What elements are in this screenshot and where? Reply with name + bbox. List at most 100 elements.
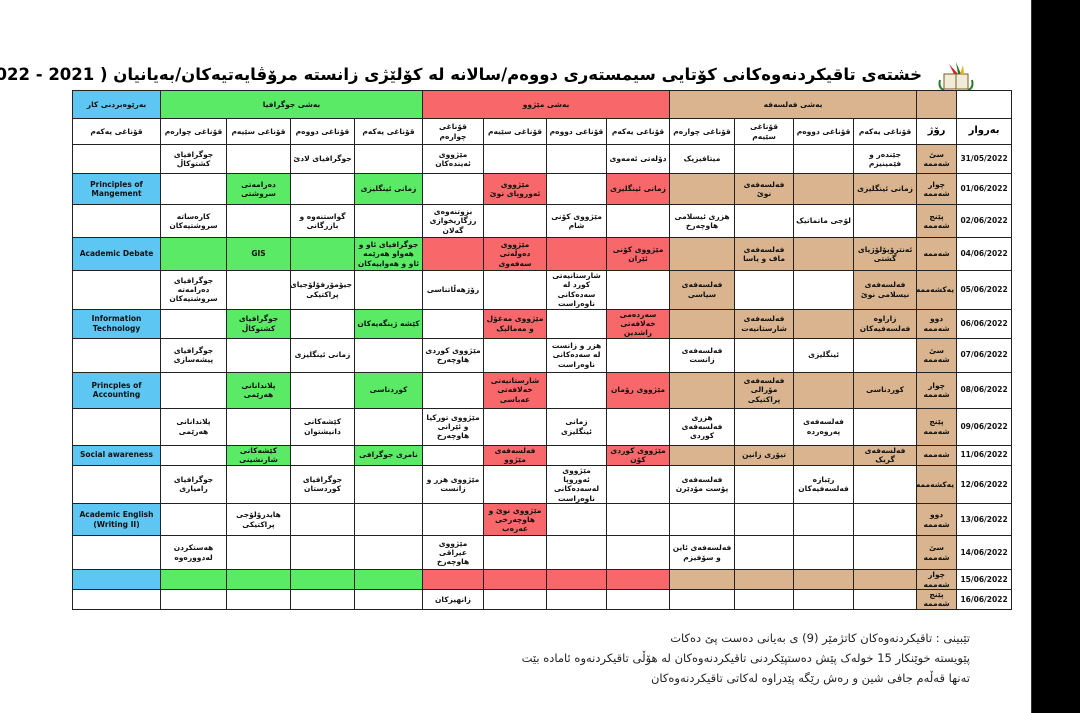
ph-stage3-exam	[734, 204, 795, 238]
dept-business-management: بەرێوەبردنی کار	[72, 90, 161, 119]
hi-stage2-exam	[546, 535, 608, 571]
header-day: رۆژ	[916, 118, 958, 145]
exam-day: دوو شەممە	[916, 503, 958, 537]
hi-stage3-exam: مێژووی نوێ و هاوچەرخی عەرەب	[483, 503, 548, 537]
hi-stage2-exam: شارستانیەتی کورد لە سەدەکانی ناوەراست	[546, 270, 608, 310]
ph-stage3-exam: تیۆری زانین	[734, 444, 795, 466]
hi-stage3-exam: مێژووی دەوڵەتی سەفەوی	[483, 237, 548, 271]
ge-stage4-exam: هەستکردن لەدوورەوە	[160, 535, 227, 571]
ge-stage3-exam	[226, 270, 291, 310]
ge-stage3-exam: جوگرافیای کشتوکاڵ	[226, 308, 291, 339]
mg-stage1-exam	[72, 144, 161, 174]
ge-stage3-exam: پلاندانانی هەرێمی	[226, 371, 291, 409]
hi-stage2-exam	[546, 371, 608, 409]
ph-stage2-exam	[793, 503, 855, 537]
exam-day: سێ شەممە	[916, 337, 958, 373]
hi-stage2-exam	[546, 308, 608, 339]
ph-stage3-exam	[734, 569, 795, 590]
mg-stage1-exam	[72, 270, 161, 310]
ph-stage3-header: قۆناغی سێیەم	[734, 118, 795, 145]
ph-stage4-exam	[669, 173, 736, 205]
header-date: بەروار	[956, 118, 1013, 145]
schedule-row: 05/06/2022 یەکشەممە فەلسەفەی نیسلامی نوێ فە…	[72, 270, 1013, 310]
exam-date: 02/06/2022	[956, 204, 1013, 238]
ph-stage1-exam: زاراوە فەلسەفیەکان	[853, 308, 918, 339]
page-title: خشتەی تاقیکردنەوەکانی کۆتایی سیمستەری دو…	[0, 65, 922, 84]
ph-stage4-exam: هزری ئیسلامی هاوچەرخ	[669, 204, 736, 238]
ph-stage1-exam	[853, 204, 918, 238]
hi-stage1-exam	[606, 588, 671, 610]
ph-stage4-exam: فەلسەفەی پۆست مۆدێرن	[669, 464, 736, 505]
hi-stage1-exam: مێژووی رۆمان	[606, 371, 671, 409]
exam-day: پێنج شەممە	[916, 407, 958, 446]
ph-stage4-exam	[669, 503, 736, 537]
mg-stage1-exam	[72, 204, 161, 238]
ge-stage4-exam: پلاندانانی هەرێمی	[160, 407, 227, 446]
hi-stage2-exam	[546, 569, 608, 590]
exam-day: یەکشەممە	[916, 464, 958, 505]
ge-stage4-exam: کارەساتە سروشتیەکان	[160, 204, 227, 238]
hi-stage3-exam: فەلسەفەی مێژوو	[483, 444, 548, 466]
note-line: پێویستە خوێنکار 15 خولەک پێش دەستپێکردنی…	[521, 651, 970, 665]
ph-stage2-exam	[793, 588, 855, 610]
exam-day: سێ شەممە	[916, 144, 958, 174]
ph-stage4-header: قۆناغی چوارەم	[669, 118, 736, 145]
hi-stage2-header: قۆناغی دووەم	[546, 118, 608, 145]
schedule-row: 12/06/2022 یەکشەممە رێبازە فەلسەفیەکان فەلس…	[72, 464, 1013, 505]
ge-stage2-exam	[290, 588, 355, 610]
ph-stage1-exam	[853, 503, 918, 537]
ph-stage3-exam: فەلسەفەی مۆرالی پراکتیکی	[734, 371, 795, 409]
hi-stage1-exam: مێژووی کۆنی ئێران	[606, 237, 671, 271]
ge-stage2-exam	[290, 535, 355, 571]
ph-stage3-exam	[734, 535, 795, 571]
mg-stage1-exam: Princples of Accounting	[72, 371, 161, 409]
schedule-row: 11/06/2022 شەممە فەلسەفەی گریک تیۆری زانین م…	[72, 444, 1013, 466]
ge-stage3-exam	[226, 569, 291, 590]
dept-history: بەشی مێژوو	[421, 90, 671, 119]
ph-stage3-exam	[734, 270, 795, 310]
ph-stage3-exam	[734, 503, 795, 537]
exam-day: سێ شەممە	[916, 535, 958, 571]
hi-stage4-exam	[421, 308, 485, 339]
hi-stage2-exam: مێژووی ئەوروپا لەسەدەکانی ناوەراست	[546, 464, 608, 505]
ge-stage1-exam	[354, 464, 423, 505]
note-line: تەنها قەڵەم جافی شین و رەش رێگە پێدراوە …	[650, 671, 970, 685]
hi-stage1-exam	[606, 569, 671, 590]
schedule-row: 04/06/2022 شەممە ئەنترۆپۆلۆژیای گشتی فەلسەف…	[72, 237, 1013, 271]
ph-stage4-exam: فەلسەفەی زانست	[669, 337, 736, 373]
hi-stage4-exam	[421, 237, 485, 271]
ge-stage4-exam	[160, 237, 227, 271]
exam-day: چوار شەممە	[916, 371, 958, 409]
exam-day: شەممە	[916, 237, 958, 271]
ge-stage3-exam: هایدرۆلۆجی پراکتیکی	[226, 503, 291, 537]
ge-stage3-exam	[226, 464, 291, 505]
hi-stage4-exam: مێژووی هزر و زانست	[421, 464, 485, 505]
hi-stage2-exam	[546, 588, 608, 610]
mg-stage1-exam: Academic Debate	[72, 237, 161, 271]
exam-date: 07/06/2022	[956, 337, 1013, 373]
hi-stage1-exam: دۆلەتی ئەمەوی	[606, 144, 671, 174]
ge-stage1-exam: جوگرافیای ئاو و هەواو هەرێمە ئاو و هەوای…	[354, 237, 423, 271]
mg-stage1-exam	[72, 464, 161, 505]
ph-stage2-exam	[793, 144, 855, 174]
ph-stage4-exam	[669, 588, 736, 610]
day-spacer	[916, 90, 958, 119]
hi-stage4-exam	[421, 173, 485, 205]
mg-stage1-exam	[72, 535, 161, 571]
ph-stage2-exam: فەلسەفەی پەروەردە	[793, 407, 855, 446]
ge-stage3-exam	[226, 337, 291, 373]
ph-stage2-header: قۆناغی دووەم	[793, 118, 855, 145]
exam-date: 16/06/2022	[956, 588, 1013, 610]
ge-stage2-exam: زمانی ئینگلیزی	[290, 337, 355, 373]
hi-stage2-exam	[546, 173, 608, 205]
exam-date: 31/05/2022	[956, 144, 1013, 174]
dept-philosophy: بەشی فەلسەفە	[669, 90, 918, 119]
hi-stage4-exam: مێژووی تورکیا و ئێرانی هاوچەرخ	[421, 407, 485, 446]
hi-stage1-exam	[606, 204, 671, 238]
ph-stage3-exam	[734, 588, 795, 610]
exam-notes: تێبینی : تاقیکردنەوەکان کاتژمێر (9) ی بە…	[200, 628, 970, 688]
ge-stage3-exam: کێشەکانی شارنشینی	[226, 444, 291, 466]
hi-stage3-exam: شارستانیەتی خەلافەتی عەباسی	[483, 371, 548, 409]
ph-stage2-exam: لۆجی ماتماتیک	[793, 204, 855, 238]
exam-day: دوو شەممە	[916, 308, 958, 339]
